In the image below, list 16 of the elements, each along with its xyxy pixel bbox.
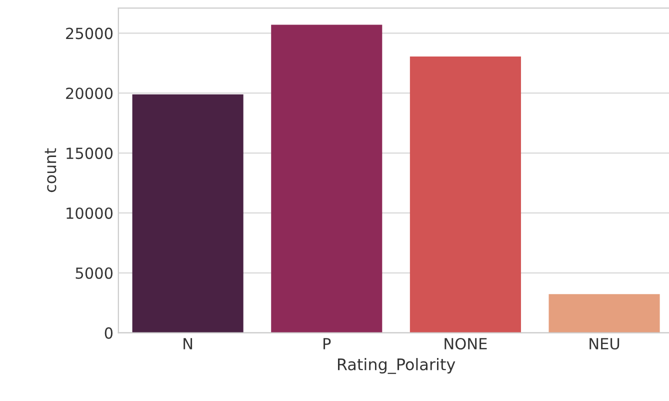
y-tick-label: 20000 <box>66 88 113 100</box>
bar <box>271 24 382 333</box>
bar <box>132 94 244 333</box>
x-tick-label: P <box>324 338 331 350</box>
x-tick-label: NONE <box>444 338 487 350</box>
y-tick-label: 10000 <box>66 207 113 219</box>
x-axis-title: Rating_Polarity <box>338 358 456 374</box>
y-tick-label: 15000 <box>66 148 113 160</box>
bar <box>410 56 521 333</box>
y-tick-label: 5000 <box>76 267 113 279</box>
y-tick-label: 0 <box>104 327 113 339</box>
y-axis-title: count <box>44 148 56 192</box>
bar <box>548 294 660 333</box>
x-tick-label: N <box>184 338 192 350</box>
x-tick-label: NEU <box>590 338 620 350</box>
y-tick-label: 25000 <box>66 28 113 40</box>
